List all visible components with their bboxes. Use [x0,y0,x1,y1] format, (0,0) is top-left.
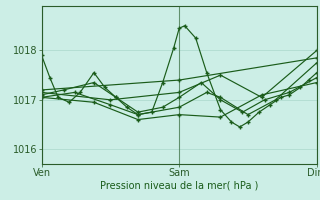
X-axis label: Pression niveau de la mer( hPa ): Pression niveau de la mer( hPa ) [100,181,258,191]
